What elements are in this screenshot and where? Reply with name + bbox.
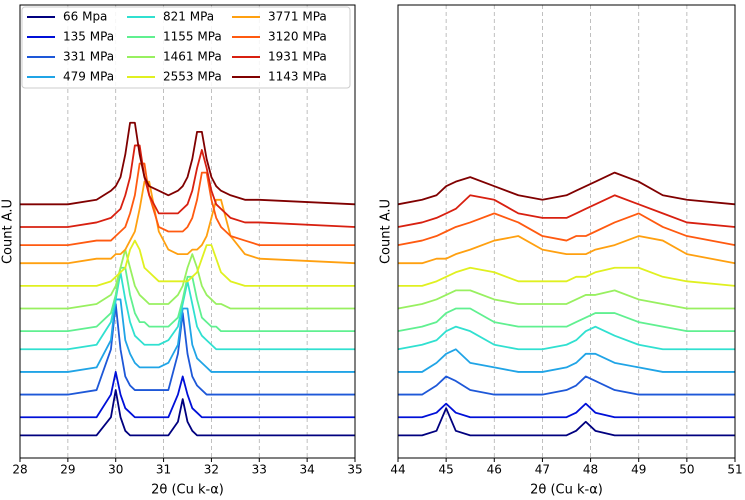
x-tick-label: 33	[252, 463, 267, 477]
legend: 66 Mpa 135 MPa 331 MPa 479 MPa 821 MPa 1155 M…	[21, 6, 351, 89]
series-line	[20, 389, 355, 437]
legend-label: 1143 MPa	[268, 70, 327, 84]
series-line	[20, 162, 355, 246]
series-line	[20, 298, 355, 373]
x-tick-label: 45	[439, 463, 454, 477]
series-line	[397, 325, 735, 351]
series-line	[20, 180, 356, 265]
legend-label: 479 MPa	[63, 70, 114, 84]
x-axis-label: 2θ (Cu k-α)	[151, 483, 224, 498]
x-tick-label: 49	[631, 463, 646, 477]
x-tick-label: 31	[156, 463, 171, 477]
series-line	[20, 239, 355, 287]
series-line	[397, 212, 736, 246]
legend-label: 1461 MPa	[163, 50, 222, 64]
series-line	[20, 266, 355, 333]
series-line	[20, 144, 356, 228]
legend-frame	[21, 6, 351, 89]
series-line	[398, 348, 735, 373]
x-tick-label: 48	[583, 463, 598, 477]
y-axis-label: Count A.U	[1, 199, 16, 264]
axes-frame	[19, 4, 356, 459]
series-line	[20, 248, 355, 310]
legend-label: 1155 MPa	[163, 30, 222, 44]
series-line	[398, 402, 735, 419]
series-line	[397, 307, 735, 333]
legend-label: 3771 MPa	[268, 10, 327, 24]
series-line	[20, 121, 356, 206]
panel: 28 29 30 31 32 33 34 35 2θ (Cu k-α) Count A.U 66 M…	[1, 4, 363, 498]
series-line	[398, 266, 736, 287]
x-tick-label: 50	[679, 463, 694, 477]
x-tick-label: 51	[727, 463, 742, 477]
series-line	[398, 375, 735, 396]
axes-frame	[397, 4, 736, 459]
x-tick-label: 46	[487, 463, 502, 477]
x-tick-label: 35	[347, 463, 362, 477]
y-axis-label: Count A.U	[379, 199, 394, 264]
series-line	[397, 289, 735, 310]
x-tick-label: 47	[535, 463, 550, 477]
series-line	[397, 194, 736, 228]
x-tick-label: 32	[204, 463, 219, 477]
series-line	[398, 407, 735, 437]
series-line	[20, 303, 355, 396]
legend-label: 135 MPa	[63, 30, 114, 44]
series-line	[20, 371, 355, 419]
legend-label: 2553 MPa	[163, 70, 222, 84]
legend-label: 1931 MPa	[268, 50, 327, 64]
legend-label: 66 Mpa	[63, 10, 107, 24]
panel: 44 45 46 47 48 49 50 51 2θ (Cu k-α) Count A.U	[379, 4, 743, 498]
x-axis-label: 2θ (Cu k-α)	[530, 483, 603, 498]
x-tick-label: 28	[12, 463, 27, 477]
series-line	[398, 235, 736, 265]
x-tick-label: 34	[300, 463, 315, 477]
legend-label: 331 MPa	[63, 50, 114, 64]
x-tick-label: 44	[390, 463, 405, 477]
x-tick-label: 29	[60, 463, 75, 477]
legend-label: 3120 MPa	[268, 30, 327, 44]
legend-label: 821 MPa	[163, 10, 214, 24]
x-tick-label: 30	[108, 463, 123, 477]
series-line	[397, 171, 736, 206]
